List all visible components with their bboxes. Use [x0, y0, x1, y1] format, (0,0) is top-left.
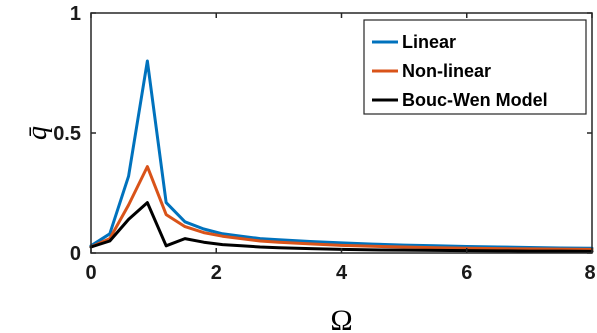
- series-line-bouc-wen-model: [89, 201, 594, 253]
- x-tick-label: 6: [461, 262, 472, 284]
- series-line-non-linear: [89, 165, 594, 251]
- series-layer: [89, 59, 594, 253]
- axes-layer: 0 2 4 6 8 0 0.5 1: [53, 3, 595, 284]
- y-tick-label: 0.5: [53, 123, 81, 145]
- legend-label: Bouc-Wen Model: [402, 90, 548, 110]
- x-tick-label: 2: [211, 262, 222, 284]
- x-tick-label: 8: [584, 262, 595, 284]
- x-tick-label: 4: [336, 262, 348, 284]
- y-axis-title: q̄: [22, 126, 53, 140]
- legend-box: [363, 19, 587, 115]
- x-tick-label: 0: [85, 262, 96, 284]
- y-tick-label: 0: [70, 243, 81, 265]
- y-tick-label: 1: [70, 3, 81, 25]
- series-line-linear: [89, 59, 594, 250]
- legend: Linear Non-linear Bouc-Wen Model: [363, 19, 587, 115]
- legend-label: Linear: [402, 32, 456, 52]
- legend-label: Non-linear: [402, 61, 491, 81]
- x-axis-title: Ω: [330, 304, 352, 333]
